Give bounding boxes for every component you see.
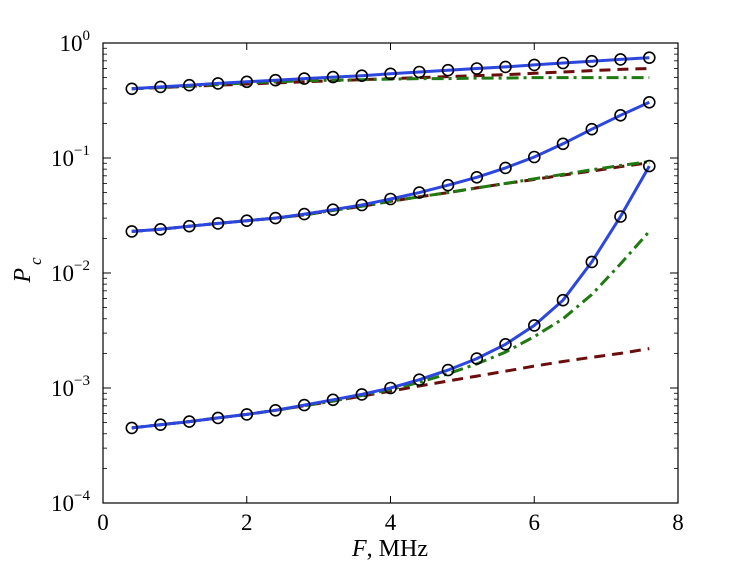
data-point-middle [326,203,340,216]
data-point-middle [240,214,254,227]
data-point-lower [441,363,455,377]
marker-layer [125,51,656,435]
x-tick-label: 4 [385,510,397,535]
data-point-upper [470,62,484,75]
data-point-upper [355,69,369,82]
data-point-upper [499,60,512,74]
y-tick-label: 100 [60,28,91,56]
data-point-upper [384,67,397,81]
series-lower-solid [131,165,651,430]
data-point-upper [326,70,340,84]
data-point-upper [412,65,426,79]
data-point-lower [183,415,196,428]
y-tick-label: 10−2 [51,258,90,286]
data-point-lower [412,373,426,387]
data-point-upper [125,82,139,96]
y-tick-label: 10−3 [51,373,90,401]
data-point-middle [470,171,484,184]
y-axis-subscript: c [26,257,45,265]
data-point-lower [499,337,512,351]
y-tick-labels: 10−4 10−3 10−2 10−1 100 [51,28,90,516]
x-axis-label: F, MHz [351,536,428,562]
data-point-lower [154,418,167,432]
x-tick-label: 0 [97,510,109,535]
data-point-upper [441,63,455,77]
data-point-lower [384,381,397,395]
x-tick-label: 8 [672,510,684,535]
data-point-upper [642,51,656,65]
plot-area [103,43,678,503]
data-point-middle [614,109,627,122]
data-point-middle [211,217,225,230]
data-point-upper [183,78,196,92]
data-point-middle [269,211,282,225]
data-point-upper [527,58,541,72]
data-point-middle [642,96,656,109]
data-point-upper [154,80,167,94]
data-point-upper [297,72,311,85]
x-tick-label: 6 [529,510,541,535]
data-point-middle [499,161,512,175]
x-tick-labels: 0 2 4 6 8 [97,510,684,535]
data-point-upper [585,54,599,68]
data-point-middle [585,122,599,136]
x-axis-variable: F [351,536,367,562]
data-point-lower [470,352,484,365]
x-tick-label: 2 [241,510,253,535]
series-layer [131,56,651,430]
data-point-upper [211,77,225,90]
data-point-lower [240,408,254,421]
series-upper-solid [131,56,650,91]
data-point-lower [125,421,139,435]
y-tick-label: 10−1 [51,143,90,171]
data-point-lower [527,319,541,332]
data-point-middle [441,178,455,192]
data-point-upper [269,73,282,87]
x-axis-unit: , MHz [367,536,428,562]
data-point-lower [585,255,599,269]
data-point-lower [355,388,369,401]
series-middle-solid [131,100,650,233]
data-point-middle [355,198,369,212]
data-point-middle [125,225,139,238]
data-point-upper [614,53,627,66]
data-point-lower [211,411,225,425]
data-point-middle [297,207,311,221]
data-point-lower [642,159,656,173]
data-point-middle [412,186,426,199]
data-point-lower [614,210,627,223]
data-point-middle [556,137,570,151]
tick-layer [102,42,679,504]
data-point-lower [556,293,570,307]
data-point-upper [556,56,570,70]
y-tick-label: 10−4 [51,488,90,516]
data-point-lower [326,393,340,407]
data-point-middle [183,219,196,233]
data-point-upper [240,75,254,89]
data-point-lower [297,398,311,412]
y-axis-label: Pc [10,257,45,284]
data-point-middle [154,223,167,236]
y-axis-variable: P [10,268,36,284]
data-point-middle [384,192,397,206]
data-point-middle [527,150,541,164]
data-point-lower [269,403,282,417]
series-lower-dashed [131,347,650,430]
